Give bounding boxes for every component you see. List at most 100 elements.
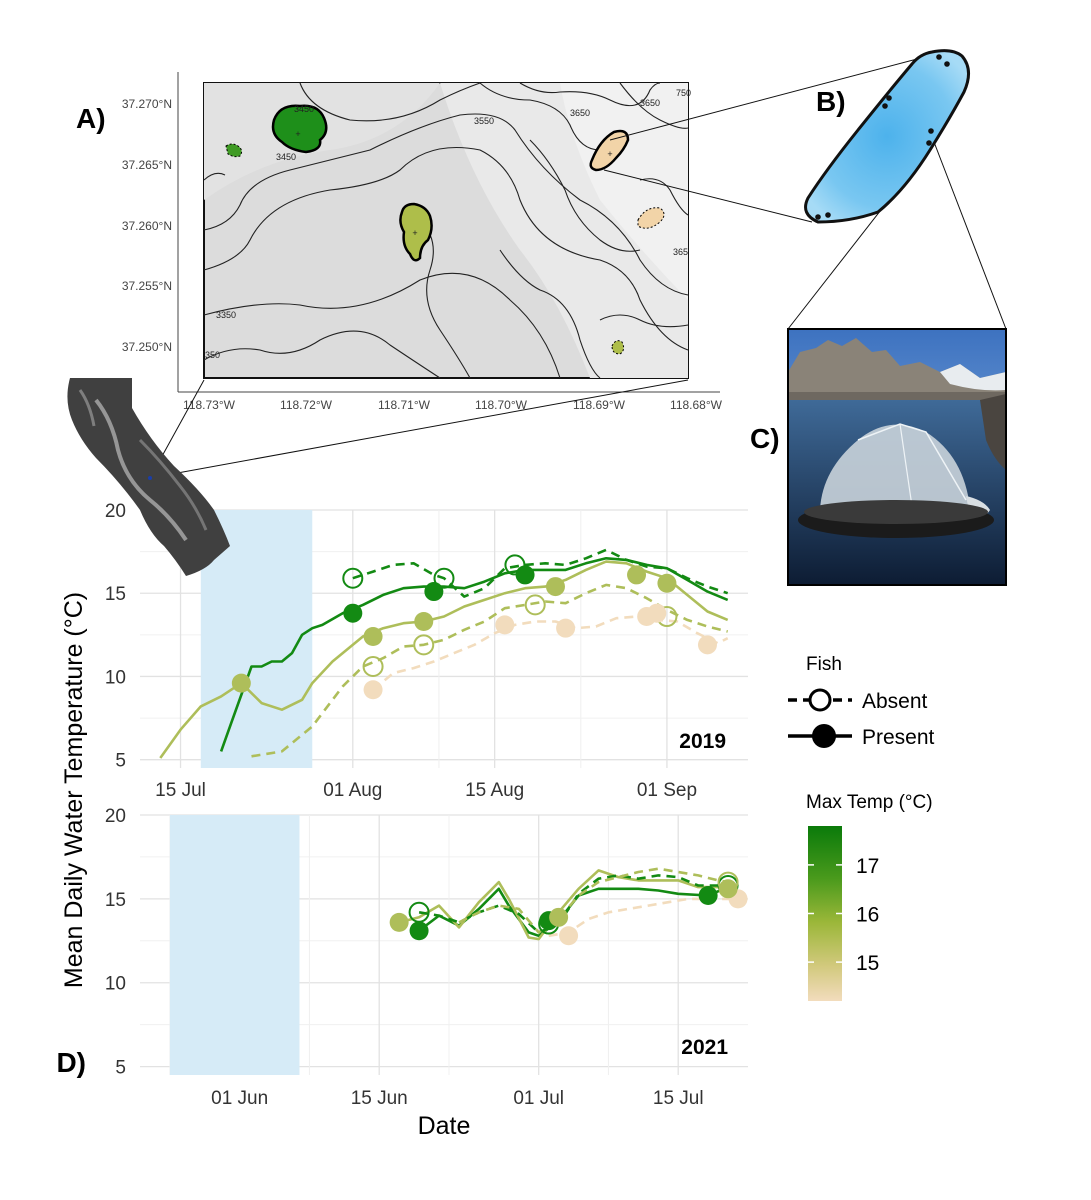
marker-absent	[363, 680, 383, 700]
lake-small-tan	[637, 207, 665, 229]
marker-absent	[524, 594, 546, 616]
panel-label-a: A)	[76, 103, 106, 134]
legend-present-label: Present	[862, 726, 935, 749]
marker-present	[515, 565, 535, 585]
series-line-absent	[372, 615, 729, 691]
chart-2019: 5 10 15 20 15 Jul 01 Aug 15 Aug 01 Sep 2019	[105, 501, 748, 801]
marker-present	[231, 673, 251, 693]
x-tick-label: 15 Jun	[351, 1088, 408, 1109]
marker-present	[343, 603, 363, 623]
legend-title-fish: Fish	[806, 654, 842, 675]
marker-present	[414, 612, 434, 632]
year-label: 2021	[681, 1036, 728, 1059]
california-map	[67, 378, 230, 576]
contour-label: 3650	[570, 108, 590, 118]
y-tick-label: 15	[105, 584, 126, 605]
series-line-absent	[418, 874, 729, 934]
x-axis-label: Date	[418, 1112, 471, 1140]
marker-absent	[559, 926, 579, 946]
contour-label: 350	[205, 350, 220, 360]
marker-present	[718, 879, 738, 899]
lon-tick: 118.73°W	[183, 398, 236, 412]
colorbar-tick-label: 17	[856, 855, 879, 878]
marker-present	[657, 573, 677, 593]
marker-absent	[433, 567, 455, 589]
y-tick-label: 15	[105, 890, 126, 911]
marker-absent	[647, 603, 667, 623]
latitude-ticks: 37.270°N 37.265°N 37.260°N 37.255°N 37.2…	[122, 97, 172, 354]
panel-label-c: C)	[750, 423, 780, 454]
x-tick-label: 01 Jul	[513, 1088, 564, 1109]
legend: Fish Absent Present Max Temp (°C) 17 16 15	[788, 654, 935, 1001]
contour-label: 365	[673, 247, 688, 257]
contour-lines	[203, 82, 689, 379]
lat-tick: 37.265°N	[122, 158, 172, 172]
legend-present-marker	[812, 724, 836, 748]
lon-tick: 118.71°W	[378, 398, 431, 412]
marker-absent	[342, 567, 364, 589]
x-tick-label: 01 Jun	[211, 1088, 268, 1109]
marker-absent	[556, 618, 576, 638]
plot-area	[389, 867, 748, 946]
lon-tick: 118.69°W	[573, 398, 626, 412]
lat-tick: 37.260°N	[122, 219, 172, 233]
x-tick-label: 15 Aug	[465, 780, 524, 801]
legend-absent-label: Absent	[862, 690, 928, 713]
y-tick-label: 20	[105, 501, 126, 522]
colorbar-tick-label: 16	[856, 904, 879, 927]
x-tick-label: 01 Aug	[323, 780, 382, 801]
lake-olive	[399, 202, 433, 262]
lake-small-olive	[611, 340, 625, 355]
lake-detail	[804, 49, 970, 224]
contour-label: 3350	[216, 310, 236, 320]
y-tick-label: 5	[115, 1058, 126, 1079]
y-tick-label: 10	[105, 667, 126, 688]
colorbar-tick-label: 15	[856, 952, 879, 975]
lon-tick: 118.70°W	[475, 398, 528, 412]
y-axis-label: Mean Daily Water Temperature (°C)	[60, 592, 88, 988]
contour-label: 750	[676, 88, 691, 98]
x-tick-label: 15 Jul	[155, 780, 206, 801]
svg-text:+: +	[412, 228, 417, 238]
marker-absent	[413, 634, 435, 656]
marker-present	[698, 886, 718, 906]
year-label: 2019	[679, 730, 726, 753]
lon-tick: 118.68°W	[670, 398, 723, 412]
y-tick-label: 10	[105, 974, 126, 995]
marker-absent	[504, 554, 526, 576]
longitude-ticks: 118.73°W 118.72°W 118.71°W 118.70°W 118.…	[183, 398, 723, 412]
x-tick-label: 15 Jul	[653, 1088, 704, 1109]
contour-label: 3450	[276, 152, 296, 162]
svg-text:+: +	[295, 129, 300, 139]
marker-present	[424, 582, 444, 602]
marker-present	[549, 907, 569, 927]
marker-absent	[495, 615, 515, 635]
marker-absent	[362, 655, 384, 677]
legend-absent-marker	[808, 688, 832, 712]
legend-title-temp: Max Temp (°C)	[806, 792, 933, 813]
marker-present	[627, 565, 647, 585]
panel-label-d: D)	[56, 1047, 86, 1078]
lake-small-green	[225, 143, 243, 158]
contour-label: 3550	[474, 116, 494, 126]
marker-present	[409, 921, 429, 941]
series-line-absent	[251, 583, 729, 758]
lake-tan	[589, 129, 630, 172]
y-tick-label: 20	[105, 806, 126, 827]
lake-dark-green	[271, 104, 328, 154]
sampling-points	[815, 54, 950, 220]
shaded-period	[169, 815, 300, 1075]
lat-tick: 37.250°N	[122, 340, 172, 354]
marker-present	[389, 912, 409, 932]
y-tick-label: 5	[115, 751, 126, 772]
svg-text:+: +	[607, 149, 612, 159]
contour-label: 3650	[640, 98, 660, 108]
series-line-absent	[352, 548, 729, 598]
map-panel: + + + 3450 3450 3550 3650 3650 3350 750 …	[122, 72, 723, 412]
x-tick-label: 01 Sep	[637, 780, 697, 801]
plot-area	[159, 548, 729, 759]
lat-tick: 37.255°N	[122, 279, 172, 293]
chart-2021: 5 10 15 20 01 Jun 15 Jun 01 Jul 15 Jul 2021	[105, 806, 748, 1109]
contour-label: 3450	[294, 104, 314, 114]
